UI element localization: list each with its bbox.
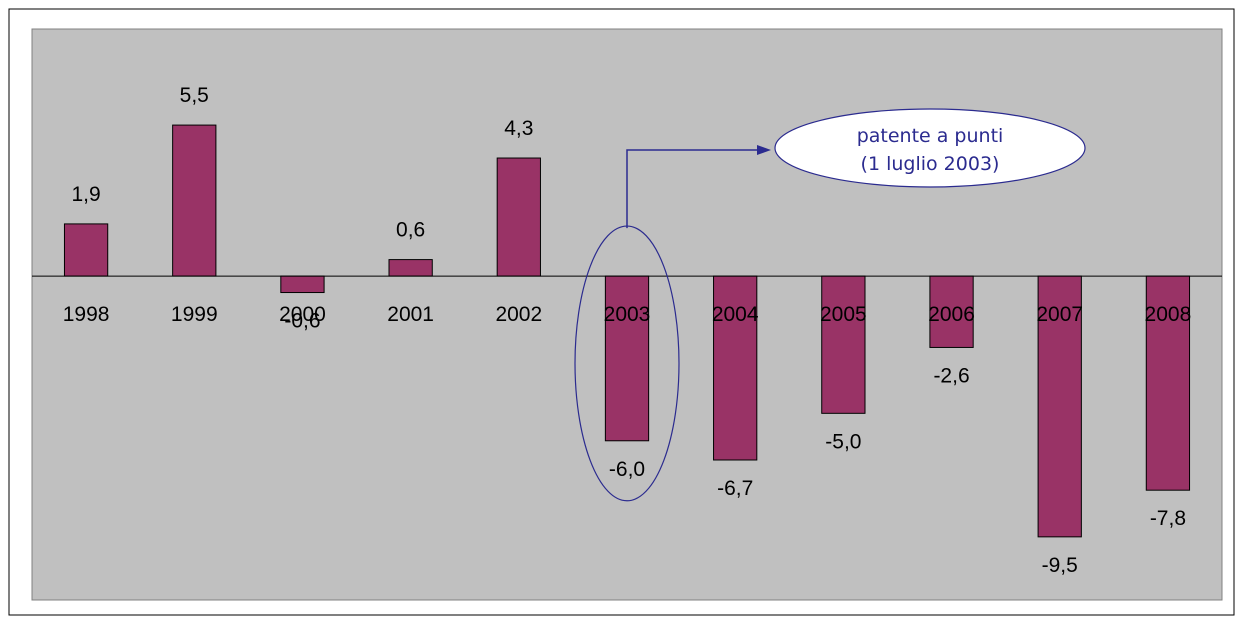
value-label-2000: -0,6 <box>284 310 320 333</box>
value-label-2001: 0,6 <box>396 219 425 242</box>
category-label-2000: 2000 <box>279 303 326 326</box>
bar-1998 <box>63 223 109 277</box>
category-label-2006: 2006 <box>928 303 975 326</box>
value-label-2008: -7,8 <box>1150 507 1186 530</box>
value-label-2003: -6,0 <box>609 458 645 481</box>
category-label-2002: 2002 <box>495 303 542 326</box>
bar-2002 <box>496 157 541 277</box>
value-label-2006: -2,6 <box>933 364 969 387</box>
value-label-2007: -9,5 <box>1042 554 1078 577</box>
callout-arrow <box>626 149 759 229</box>
category-label-1999: 1999 <box>171 303 218 326</box>
bar-2006 <box>929 275 974 348</box>
annotation: patente a punti (1 luglio 2003) <box>574 108 1086 502</box>
value-label-1998: 1,9 <box>71 183 100 206</box>
bar-1999 <box>172 124 217 277</box>
callout-line1: patente a punti <box>857 125 1004 147</box>
category-label-1998: 1998 <box>63 303 110 326</box>
callout-arrowhead <box>757 145 771 155</box>
value-label-1999: 5,5 <box>180 84 209 107</box>
bar-2005 <box>821 275 866 414</box>
value-label-2002: 4,3 <box>504 117 533 140</box>
category-label-2004: 2004 <box>712 303 759 326</box>
bar-2004 <box>713 275 758 461</box>
callout-line2: (1 luglio 2003) <box>861 153 1000 175</box>
value-label-2004: -6,7 <box>717 477 753 500</box>
value-label-2005: -5,0 <box>825 430 861 453</box>
bar-2003 <box>604 275 650 442</box>
category-label-2007: 2007 <box>1036 303 1083 326</box>
category-label-2008: 2008 <box>1145 303 1192 326</box>
category-label-2003: 2003 <box>604 303 651 326</box>
bar-2001 <box>388 259 433 277</box>
bar-2000 <box>280 275 325 294</box>
callout-bubble <box>774 108 1086 188</box>
bars-layer <box>63 124 1191 538</box>
bar-2008 <box>1145 275 1191 491</box>
category-label-2001: 2001 <box>387 303 434 326</box>
bar-2007 <box>1037 275 1082 538</box>
category-label-2005: 2005 <box>820 303 867 326</box>
